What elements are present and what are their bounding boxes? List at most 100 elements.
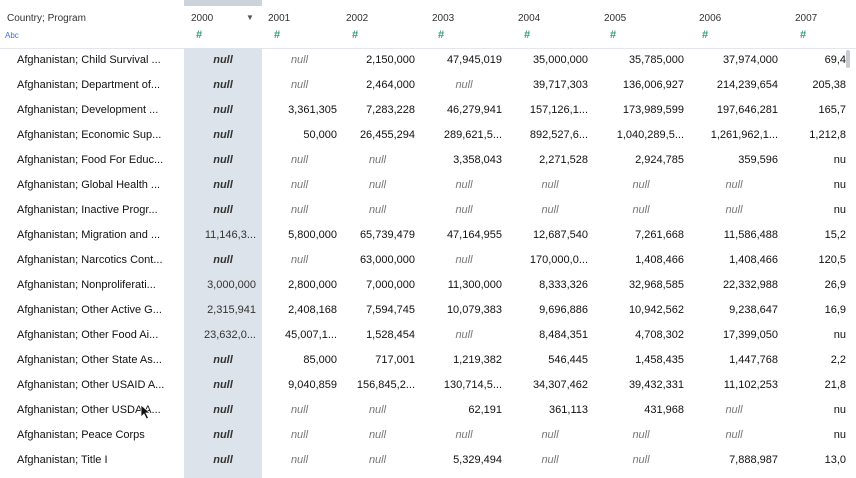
- column-menu-chevron-down-icon[interactable]: ▼: [246, 13, 254, 22]
- table-cell[interactable]: null: [213, 404, 233, 416]
- table-cell[interactable]: 63,000,000: [359, 254, 415, 266]
- table-cell[interactable]: null: [290, 254, 309, 266]
- table-cell[interactable]: 2,464,000: [366, 79, 415, 91]
- table-row[interactable]: Afghanistan; Inactive Progr... null null nu…: [0, 198, 856, 223]
- table-cell[interactable]: 546,445: [548, 354, 588, 366]
- table-cell[interactable]: 717,001: [375, 354, 415, 366]
- table-cell[interactable]: 47,945,019: [446, 54, 502, 66]
- table-cell[interactable]: 10,079,383: [446, 304, 502, 316]
- column-header-2003[interactable]: 2003 #: [426, 0, 512, 48]
- table-cell[interactable]: 11,146,3...: [204, 229, 256, 241]
- table-cell[interactable]: 892,527,6...: [529, 129, 588, 141]
- table-cell[interactable]: 85,000: [303, 354, 337, 366]
- table-cell[interactable]: null: [632, 204, 650, 216]
- table-row[interactable]: Afghanistan; Title I null null null 5,329,49…: [0, 448, 856, 473]
- table-cell[interactable]: 47,164,955: [446, 229, 502, 241]
- table-cell[interactable]: 9,696,886: [539, 304, 588, 316]
- table-row[interactable]: Afghanistan; Migration and ... 11,146,3..…: [0, 223, 856, 248]
- row-label-cell[interactable]: Afghanistan; Title I: [17, 454, 108, 466]
- table-cell[interactable]: nu: [833, 179, 846, 191]
- table-cell[interactable]: 2,924,785: [635, 154, 684, 166]
- table-cell[interactable]: 7,261,668: [635, 229, 684, 241]
- table-cell[interactable]: 165,7: [818, 104, 846, 116]
- table-row[interactable]: Afghanistan; Other Active G... 2,315,941 2…: [0, 298, 856, 323]
- table-row[interactable]: Afghanistan; Other Food Ai... 23,632,0...…: [0, 323, 856, 348]
- table-cell[interactable]: 197,646,281: [716, 104, 778, 116]
- table-cell[interactable]: null: [368, 454, 387, 466]
- table-cell[interactable]: 156,845,2...: [356, 379, 415, 391]
- table-cell[interactable]: null: [213, 379, 233, 391]
- table-cell[interactable]: 1,408,466: [729, 254, 778, 266]
- table-cell[interactable]: null: [632, 179, 650, 191]
- table-cell[interactable]: 1,040,289,5...: [616, 129, 684, 141]
- table-cell[interactable]: null: [213, 129, 233, 141]
- column-header-2002[interactable]: 2002 #: [340, 0, 426, 48]
- table-cell[interactable]: 1,447,768: [729, 354, 778, 366]
- row-label-cell[interactable]: Afghanistan; Global Health ...: [17, 179, 161, 191]
- table-cell[interactable]: null: [455, 429, 473, 441]
- table-cell[interactable]: 11,102,253: [723, 379, 778, 391]
- table-cell[interactable]: 2,150,000: [366, 54, 415, 66]
- table-cell[interactable]: 69,4: [824, 54, 846, 66]
- table-cell[interactable]: 10,942,562: [628, 304, 684, 316]
- table-cell[interactable]: 7,594,745: [366, 304, 415, 316]
- table-cell[interactable]: 39,717,303: [532, 79, 588, 91]
- table-row[interactable]: Afghanistan; Peace Corps null null null null…: [0, 423, 856, 448]
- table-cell[interactable]: 157,126,1...: [529, 104, 588, 116]
- table-row[interactable]: Afghanistan; Department of... null null 2,4…: [0, 73, 856, 98]
- table-cell[interactable]: 170,000,0...: [529, 254, 588, 266]
- table-row[interactable]: Afghanistan; Other USAID A... null 9,040,8…: [0, 373, 856, 398]
- row-label-cell[interactable]: Afghanistan; Narcotics Cont...: [17, 254, 163, 266]
- table-cell[interactable]: null: [368, 204, 387, 216]
- table-cell[interactable]: 8,484,351: [539, 329, 588, 341]
- table-cell[interactable]: null: [290, 54, 309, 66]
- row-label-cell[interactable]: Afghanistan; Other State As...: [17, 354, 162, 366]
- table-cell[interactable]: 9,238,647: [729, 304, 778, 316]
- table-cell[interactable]: 136,006,927: [622, 79, 684, 91]
- table-cell[interactable]: 205,38: [812, 79, 846, 91]
- table-cell[interactable]: 8,333,326: [539, 279, 588, 291]
- table-cell[interactable]: null: [213, 79, 233, 91]
- table-cell[interactable]: null: [213, 254, 233, 266]
- table-row[interactable]: Afghanistan; Development ... null 3,361,30…: [0, 98, 856, 123]
- table-cell[interactable]: null: [632, 429, 650, 441]
- table-cell[interactable]: null: [368, 179, 387, 191]
- column-header-2005[interactable]: 2005 #: [598, 0, 690, 48]
- table-cell[interactable]: null: [290, 404, 309, 416]
- table-cell[interactable]: 130,714,5...: [443, 379, 502, 391]
- table-cell[interactable]: 1,212,8: [809, 129, 846, 141]
- row-label-cell[interactable]: Afghanistan; Peace Corps: [17, 429, 145, 441]
- table-cell[interactable]: null: [213, 454, 233, 466]
- table-cell[interactable]: 2,315,941: [207, 304, 256, 316]
- row-label-cell[interactable]: Afghanistan; Child Survival ...: [17, 54, 161, 66]
- table-cell[interactable]: 2,408,168: [288, 304, 337, 316]
- table-cell[interactable]: null: [455, 79, 473, 91]
- table-cell[interactable]: null: [725, 429, 743, 441]
- table-row[interactable]: Afghanistan; Economic Sup... null 50,000 26…: [0, 123, 856, 148]
- table-cell[interactable]: null: [213, 179, 233, 191]
- table-cell[interactable]: null: [213, 429, 233, 441]
- table-cell[interactable]: null: [213, 54, 233, 66]
- table-cell[interactable]: 2,2: [830, 354, 846, 366]
- table-cell[interactable]: 22,332,988: [722, 279, 778, 291]
- table-cell[interactable]: 15,2: [824, 229, 846, 241]
- row-label-cell[interactable]: Afghanistan; Other USAID A...: [17, 379, 165, 391]
- table-cell[interactable]: null: [290, 429, 309, 441]
- table-cell[interactable]: 32,968,585: [628, 279, 684, 291]
- table-row[interactable]: Afghanistan; Other USDA A... null null null…: [0, 398, 856, 423]
- row-label-cell[interactable]: Afghanistan; Nonproliferati...: [17, 279, 156, 291]
- table-cell[interactable]: 431,968: [644, 404, 684, 416]
- row-label-cell[interactable]: Afghanistan; Other USDA A...: [17, 404, 161, 416]
- table-cell[interactable]: 13,0: [824, 454, 846, 466]
- table-cell[interactable]: null: [725, 204, 743, 216]
- table-cell[interactable]: 7,000,000: [366, 279, 415, 291]
- table-cell[interactable]: null: [455, 204, 473, 216]
- table-cell[interactable]: 9,040,859: [288, 379, 337, 391]
- table-cell[interactable]: 4,708,302: [635, 329, 684, 341]
- table-cell[interactable]: 173,989,599: [622, 104, 684, 116]
- table-cell[interactable]: 1,261,962,1...: [710, 129, 778, 141]
- table-cell[interactable]: null: [455, 179, 473, 191]
- table-cell[interactable]: 11,586,488: [723, 229, 778, 241]
- table-cell[interactable]: 45,007,1...: [285, 329, 337, 341]
- row-label-cell[interactable]: Afghanistan; Migration and ...: [17, 229, 161, 241]
